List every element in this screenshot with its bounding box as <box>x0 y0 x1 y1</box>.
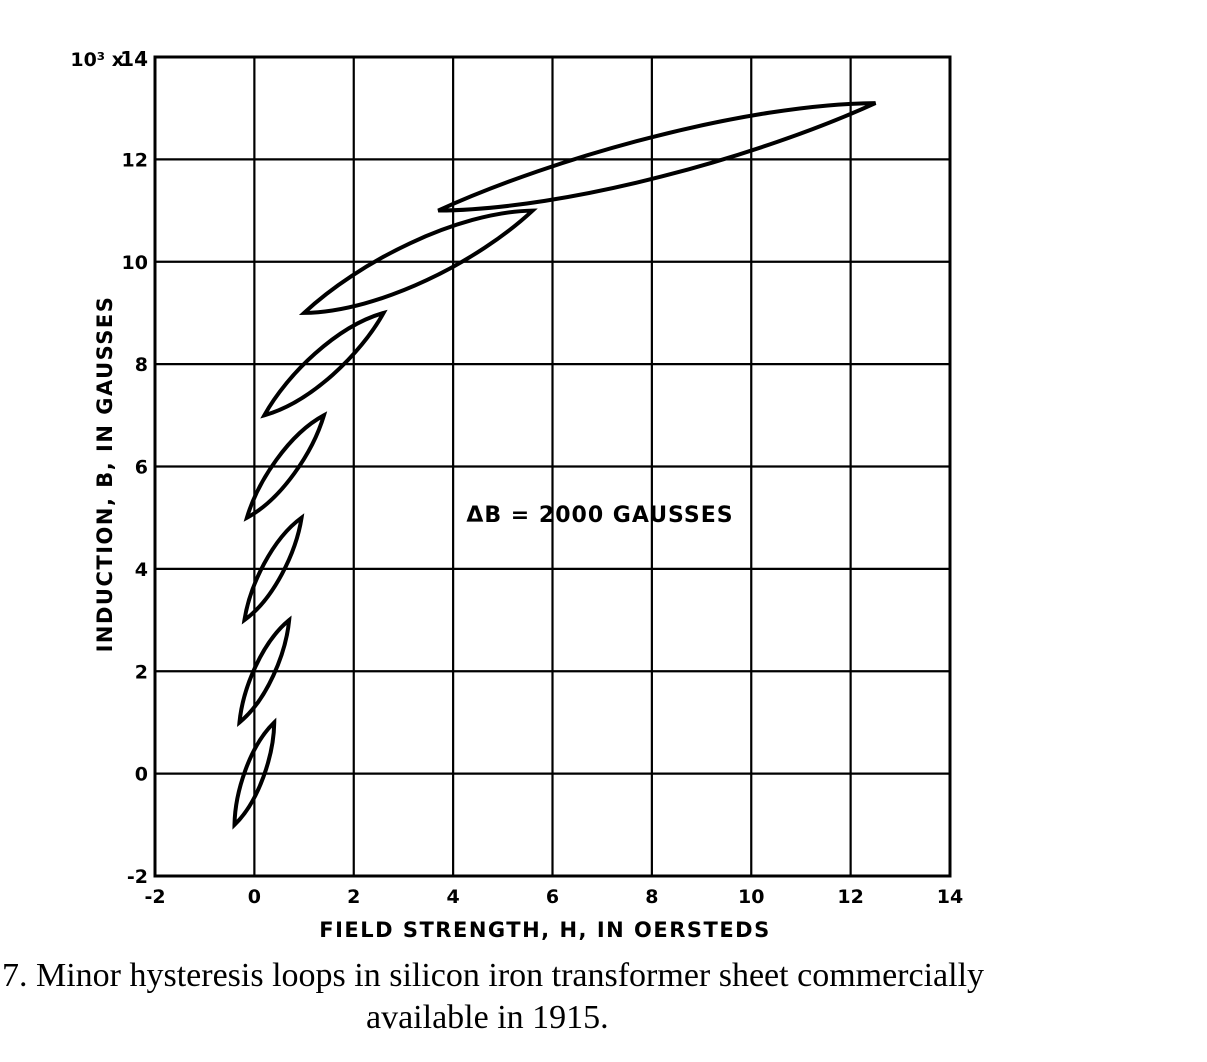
y-tick-label: 4 <box>135 559 148 581</box>
x-tick-label: -2 <box>144 886 165 908</box>
y-tick-label: 10 <box>122 252 148 274</box>
x-tick-labels: -2 0 2 4 6 8 10 12 14 <box>144 886 963 908</box>
caption-line-1: 7. Minor hysteresis loops in silicon iro… <box>2 957 985 994</box>
hysteresis-loop <box>243 411 328 522</box>
x-tick-label: 8 <box>645 886 658 908</box>
hysteresis-chart: -2 0 2 4 6 8 10 12 14 -2 0 2 4 6 8 10 12 14 10³ x ΔB = 2… <box>70 47 963 942</box>
hysteresis-loop <box>237 615 292 728</box>
x-tick-label: 10 <box>738 886 764 908</box>
y-axis-label: INDUCTION, B, IN GAUSSES <box>93 296 117 653</box>
y-multiplier-label: 10³ x <box>70 49 124 71</box>
grid <box>153 55 952 878</box>
y-tick-label: 6 <box>135 457 148 479</box>
delta-b-annotation: ΔB = 2000 GAUSSES <box>466 503 733 528</box>
y-tick-label: 12 <box>122 149 148 171</box>
hysteresis-loops <box>232 101 877 830</box>
y-tick-label: 8 <box>135 354 148 376</box>
caption-line-2: available in 1915. <box>366 999 609 1036</box>
hysteresis-loop <box>260 309 388 419</box>
y-tick-label: 0 <box>135 764 148 786</box>
y-tick-label: 14 <box>120 47 148 71</box>
y-tick-labels: -2 0 2 4 6 8 10 12 14 <box>120 47 148 888</box>
x-tick-label: 0 <box>248 886 261 908</box>
plot-border <box>153 55 952 878</box>
hysteresis-loop <box>241 513 305 625</box>
y-tick-label: 2 <box>135 661 148 683</box>
x-tick-label: 4 <box>447 886 460 908</box>
hysteresis-loop <box>298 208 538 316</box>
y-tick-label: -2 <box>127 866 148 888</box>
x-tick-label: 6 <box>546 886 559 908</box>
x-tick-label: 2 <box>347 886 360 908</box>
x-tick-label: 14 <box>937 886 963 908</box>
plot-frame <box>153 55 952 878</box>
hysteresis-loop <box>232 717 277 830</box>
x-tick-label: 12 <box>837 886 863 908</box>
hysteresis-loop <box>437 101 877 213</box>
x-axis-label: FIELD STRENGTH, H, IN OERSTEDS <box>319 918 771 942</box>
